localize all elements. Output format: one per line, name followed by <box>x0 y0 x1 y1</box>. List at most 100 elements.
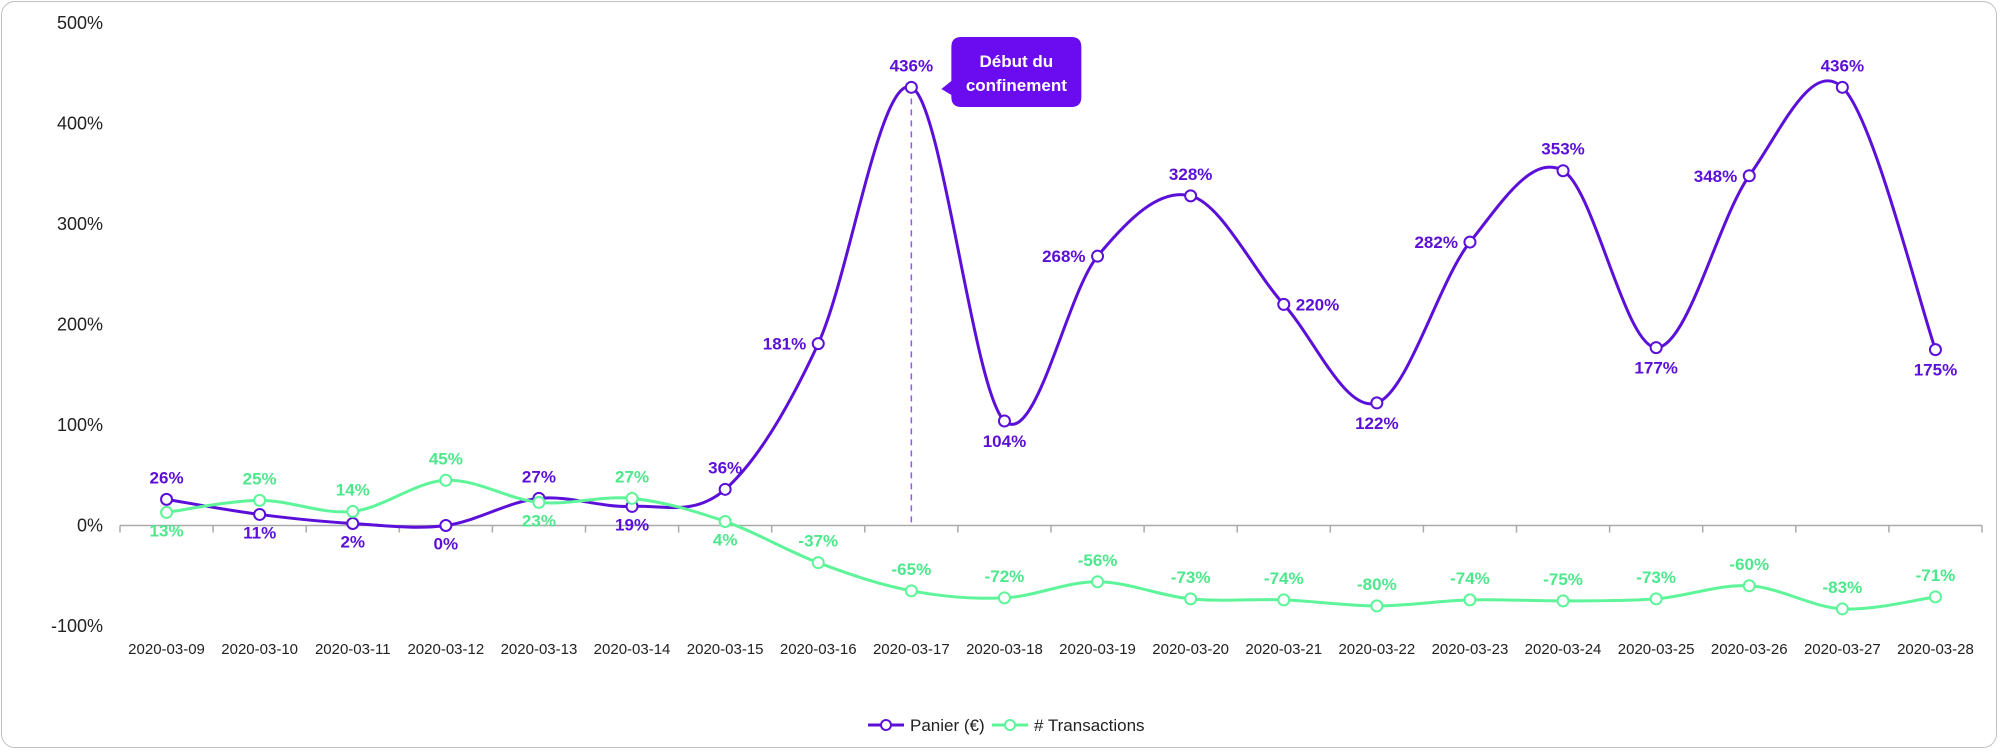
data-label: 25% <box>243 469 277 488</box>
data-label: 14% <box>336 480 370 499</box>
data-label: 353% <box>1541 140 1584 159</box>
data-label: -71% <box>1916 566 1956 585</box>
data-point <box>625 491 639 505</box>
data-label: 27% <box>615 467 649 486</box>
legend-swatch-marker <box>880 719 892 731</box>
data-point <box>1649 341 1663 355</box>
x-tick-label: 2020-03-18 <box>966 641 1043 658</box>
x-tick-label: 2020-03-21 <box>1245 641 1322 658</box>
data-label: 26% <box>150 468 184 487</box>
x-tick-label: 2020-03-26 <box>1711 641 1788 658</box>
data-point <box>1928 590 1942 604</box>
x-tick-label: 2020-03-22 <box>1338 641 1415 658</box>
data-label: 104% <box>983 432 1026 451</box>
x-tick-label: 2020-03-19 <box>1059 641 1136 658</box>
x-tick-label: 2020-03-25 <box>1618 641 1695 658</box>
data-label: -73% <box>1636 568 1676 587</box>
y-axis: 500% 400% 300% 200% 100% 0% -100% <box>51 13 103 636</box>
annotation-text-line2: confinement <box>966 76 1067 95</box>
data-label: 175% <box>1914 361 1957 380</box>
data-point <box>1835 80 1849 94</box>
data-label: 2% <box>340 532 365 551</box>
series-points <box>160 80 1942 616</box>
data-point <box>1370 599 1384 613</box>
x-tick-label: 2020-03-12 <box>407 641 484 658</box>
x-tick-label: 2020-03-28 <box>1897 641 1974 658</box>
y-tick-label: 200% <box>57 315 103 335</box>
data-point <box>718 482 732 496</box>
data-point <box>346 504 360 518</box>
data-point <box>1556 594 1570 608</box>
data-label: 13% <box>150 521 184 540</box>
x-tick-label: 2020-03-23 <box>1432 641 1509 658</box>
data-label: 4% <box>713 530 738 549</box>
data-point <box>718 514 732 528</box>
data-point <box>160 505 174 519</box>
data-point <box>1649 592 1663 606</box>
x-tick-label: 2020-03-09 <box>128 641 205 658</box>
data-point <box>253 507 267 521</box>
data-label: -37% <box>798 532 838 551</box>
data-label: 220% <box>1296 295 1339 314</box>
y-tick-label: 500% <box>57 13 103 33</box>
data-point <box>1277 593 1291 607</box>
data-label: -80% <box>1357 575 1397 594</box>
data-point <box>439 473 453 487</box>
data-point <box>253 493 267 507</box>
data-label: 0% <box>434 535 459 554</box>
x-tick-label: 2020-03-10 <box>221 641 298 658</box>
data-point <box>904 80 918 94</box>
annotation: Début du confinement <box>910 37 1082 526</box>
data-label: -74% <box>1450 569 1490 588</box>
y-tick-label: 400% <box>57 114 103 134</box>
data-label: 27% <box>522 467 556 486</box>
y-tick-label: -100% <box>51 616 103 636</box>
data-label: 177% <box>1634 359 1677 378</box>
data-point <box>1184 592 1198 606</box>
data-point <box>1742 579 1756 593</box>
x-tick-label: 2020-03-15 <box>687 641 764 658</box>
y-tick-label: 100% <box>57 415 103 435</box>
data-point <box>1184 189 1198 203</box>
legend-label: # Transactions <box>1034 716 1145 735</box>
data-label: -73% <box>1171 568 1211 587</box>
data-label: -75% <box>1543 570 1583 589</box>
data-point <box>1091 575 1105 589</box>
data-point <box>811 556 825 570</box>
data-point <box>1277 297 1291 311</box>
data-label: -74% <box>1264 569 1304 588</box>
x-tick-label: 2020-03-13 <box>501 641 578 658</box>
data-point <box>1463 593 1477 607</box>
data-label: 11% <box>243 523 276 542</box>
data-labels: 26% 11% 2% 0% 27% 19% 36% 181% 436% 104% 268% 328% 2… <box>150 56 1958 597</box>
data-point <box>346 516 360 530</box>
x-tick-label: 2020-03-14 <box>594 641 671 658</box>
data-point <box>811 337 825 351</box>
data-label: 268% <box>1042 247 1085 266</box>
data-label: -65% <box>892 560 932 579</box>
data-point <box>1742 169 1756 183</box>
data-label: 328% <box>1169 165 1212 184</box>
x-tick-label: 2020-03-11 <box>315 641 391 658</box>
data-label: 282% <box>1414 233 1457 252</box>
data-point <box>1370 396 1384 410</box>
data-label: 122% <box>1355 414 1398 433</box>
data-point <box>997 414 1011 428</box>
data-label: -72% <box>985 567 1025 586</box>
x-axis: 2020-03-09 2020-03-10 2020-03-11 2020-03-12… <box>119 524 1983 658</box>
data-label: -60% <box>1729 555 1769 574</box>
x-tick-label: 2020-03-17 <box>873 641 950 658</box>
x-tick-label: 2020-03-24 <box>1525 641 1602 658</box>
y-tick-label: 0% <box>77 516 103 536</box>
data-label: 45% <box>429 449 463 468</box>
y-tick-label: 300% <box>57 214 103 234</box>
data-point <box>997 591 1011 605</box>
x-tick-label: 2020-03-20 <box>1152 641 1229 658</box>
series-line-1 <box>166 478 1936 611</box>
data-label: 19% <box>615 515 649 534</box>
data-label: 348% <box>1694 167 1737 186</box>
data-label: -83% <box>1823 578 1863 597</box>
annotation-text-line1: Début du <box>980 52 1054 71</box>
